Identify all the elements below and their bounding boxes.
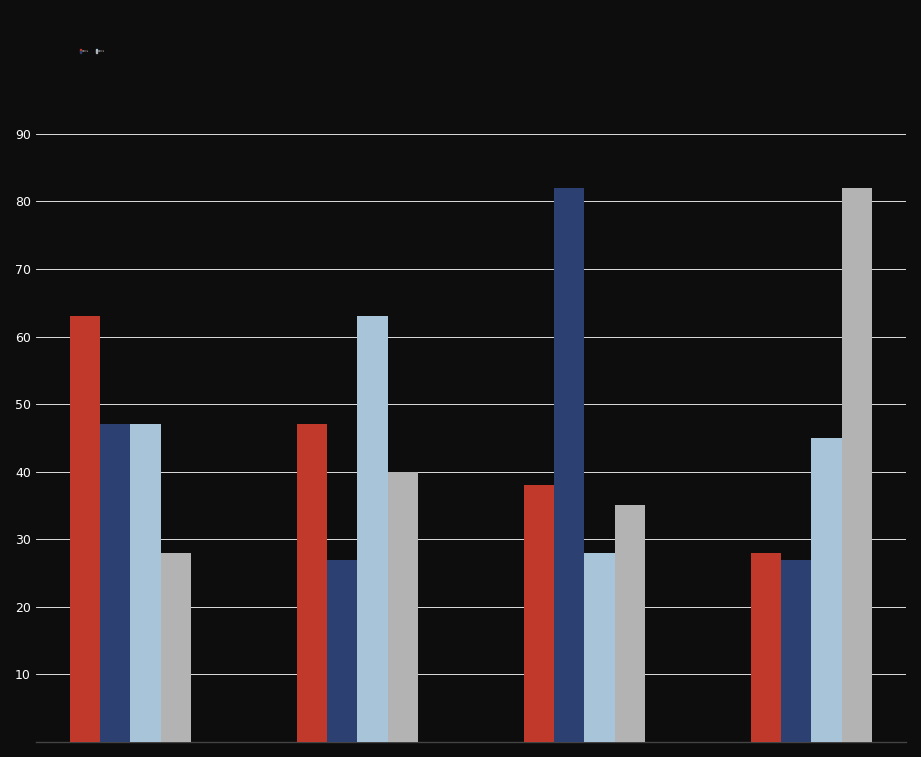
Bar [327, 559, 357, 742]
Bar [357, 316, 388, 742]
Bar [554, 188, 585, 742]
Bar [100, 425, 131, 742]
Bar [131, 425, 160, 742]
Bar [585, 553, 614, 742]
Bar [614, 506, 645, 742]
Bar [297, 425, 327, 742]
Bar [751, 553, 781, 742]
Bar [842, 188, 872, 742]
Bar [524, 485, 554, 742]
Bar [160, 553, 191, 742]
Bar [388, 472, 418, 742]
Bar [70, 316, 100, 742]
Bar [811, 438, 842, 742]
Bar [781, 559, 811, 742]
Legend: Series A, Series B, Series C, Series D: Series A, Series B, Series C, Series D [80, 49, 104, 52]
